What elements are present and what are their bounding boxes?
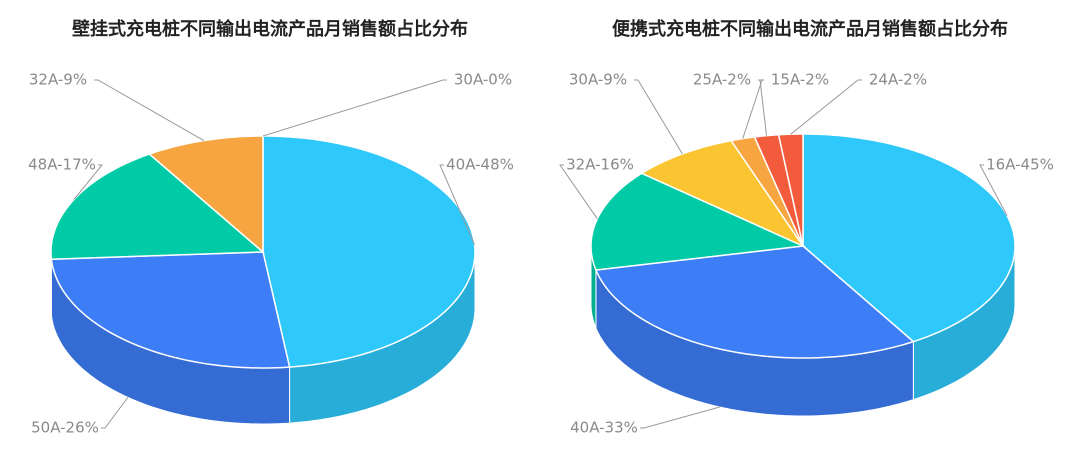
data-label: 40A-48% [446, 156, 514, 174]
data-label: 48A-17% [28, 156, 96, 174]
data-label: 25A-2% [693, 71, 751, 89]
data-label: 30A-0% [454, 71, 512, 89]
data-label: 30A-9% [569, 71, 627, 89]
leader-line [760, 80, 767, 136]
leader-line [263, 80, 447, 136]
leader-line [640, 407, 720, 428]
leader-line [94, 80, 204, 141]
data-label: 32A-16% [566, 156, 634, 174]
pie-top [51, 136, 475, 368]
data-label: 32A-9% [29, 71, 87, 89]
chart-title: 便携式充电桩不同输出电流产品月销售额占比分布 [612, 18, 1008, 40]
leader-line [634, 80, 682, 154]
data-label: 15A-2% [771, 71, 829, 89]
chart-title: 壁挂式充电桩不同输出电流产品月销售额占比分布 [72, 18, 468, 40]
leader-line [743, 80, 762, 139]
data-label: 24A-2% [869, 71, 927, 89]
data-label: 40A-33% [570, 419, 638, 437]
data-label: 16A-45% [986, 156, 1054, 174]
pie-top [591, 134, 1015, 358]
leader-line [101, 397, 128, 428]
data-label: 50A-26% [31, 419, 99, 437]
